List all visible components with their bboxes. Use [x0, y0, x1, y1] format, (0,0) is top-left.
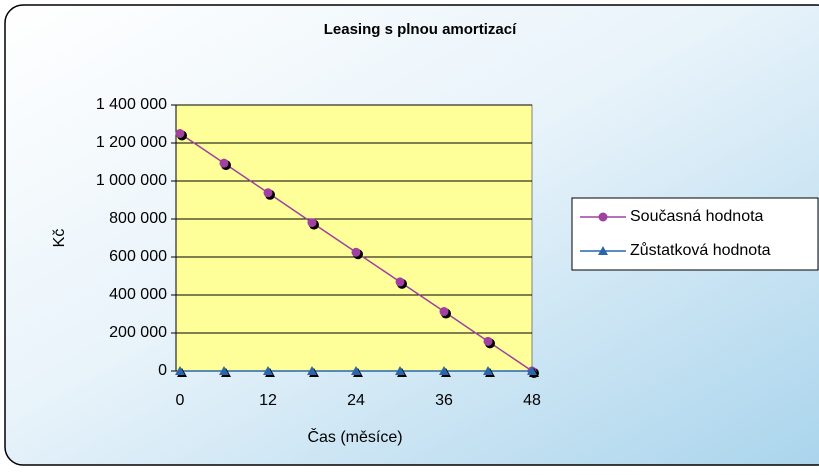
plot-background	[175, 104, 533, 372]
series	[175, 366, 539, 377]
x-tick-label: 24	[347, 392, 365, 409]
legend-marker	[598, 212, 608, 222]
marker	[307, 218, 317, 228]
legend-marker	[598, 246, 608, 255]
plot-area: 0 200 000 400 000 600 000 800 000 1 000 000 1 …	[96, 96, 541, 409]
marker	[527, 366, 537, 375]
marker	[395, 277, 405, 287]
marker	[175, 366, 185, 375]
y-tick-label: 800 000	[109, 210, 167, 227]
y-tick-label: 1 000 000	[96, 172, 167, 189]
x-tick-label: 48	[523, 392, 541, 409]
x-axis-label: Čas (měsíce)	[307, 427, 402, 446]
chart-title: Leasing s plnou amortizací	[324, 21, 517, 38]
y-axis-label: Kč	[51, 229, 68, 248]
legend-box	[571, 197, 819, 271]
x-tick-label: 12	[259, 392, 277, 409]
marker	[395, 366, 405, 375]
y-tick-label: 1 200 000	[96, 134, 167, 151]
x-tick-label: 0	[176, 392, 185, 409]
y-tick-label: 0	[158, 362, 167, 379]
x-tick-label: 36	[435, 392, 453, 409]
marker	[175, 129, 185, 138]
y-tick-label: 400 000	[109, 286, 167, 303]
marker	[483, 336, 493, 346]
marker	[439, 307, 449, 317]
series	[175, 129, 539, 378]
marker	[263, 366, 273, 375]
y-tick-label: 200 000	[109, 324, 167, 341]
legend-label: Současná hodnota	[630, 208, 764, 225]
marker	[263, 188, 273, 198]
marker	[351, 247, 361, 257]
marker	[483, 366, 493, 375]
y-tick-label: 600 000	[109, 248, 167, 265]
marker	[307, 366, 317, 375]
legend-label: Zůstatková hodnota	[630, 241, 771, 259]
marker	[351, 366, 361, 375]
y-tick-label: 1 400 000	[96, 96, 167, 113]
marker	[219, 158, 229, 168]
marker	[439, 366, 449, 375]
legend: Současná hodnota Zůstatková hodnota	[571, 197, 819, 271]
marker	[219, 366, 229, 375]
